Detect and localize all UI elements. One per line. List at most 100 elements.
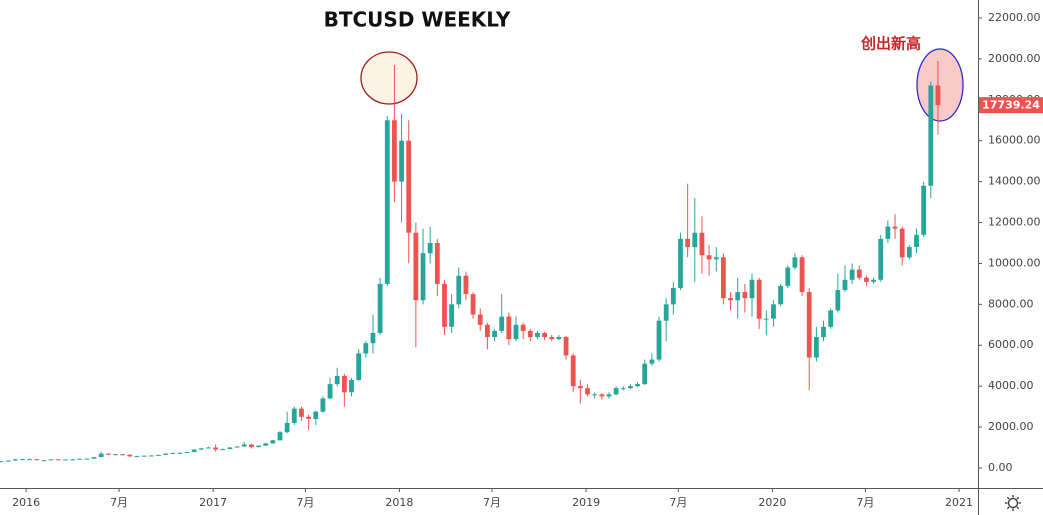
candle-body (27, 459, 33, 461)
x-tick-label: 2021 (945, 496, 973, 509)
candle-body (542, 332, 548, 338)
candle-body (513, 324, 519, 340)
candle-body (77, 458, 83, 460)
candle-body (327, 384, 333, 399)
candle-body (806, 292, 812, 358)
candle-body (642, 363, 648, 385)
candle-body (320, 398, 326, 412)
candle-body (113, 454, 118, 456)
candle-body (921, 185, 927, 235)
candle-body (91, 457, 97, 459)
candle-body (928, 85, 934, 186)
candle-body (213, 447, 219, 450)
candle-body (878, 238, 884, 280)
candle-body (685, 238, 691, 248)
y-tick-label: 0.00 (988, 461, 1013, 474)
candles (0, 60, 941, 463)
candle-body (442, 283, 447, 327)
peak-circle-2020 (916, 48, 964, 122)
candle-body (713, 257, 719, 260)
candle-body (778, 285, 784, 305)
candle-body (270, 440, 276, 444)
candle-body (563, 337, 569, 356)
candle-body (12, 459, 18, 461)
candle-body (70, 459, 75, 461)
candle-body (98, 453, 104, 458)
candle-body (313, 411, 319, 419)
settings-icon[interactable] (1005, 495, 1021, 511)
candle-body (427, 242, 433, 254)
candle-body (628, 386, 633, 389)
candle-body (156, 454, 161, 456)
candle-body (785, 267, 791, 286)
candle-body (670, 287, 676, 305)
candle-body (127, 454, 133, 457)
candle-body (263, 443, 269, 446)
peak-circle-2017 (360, 51, 418, 105)
candle-body (349, 380, 354, 393)
candle-body (792, 257, 798, 268)
candle-body (470, 294, 476, 315)
candle-body (935, 85, 941, 106)
y-tick-label: 8000.00 (988, 297, 1034, 310)
candle-body (813, 337, 819, 358)
candle-body (871, 279, 876, 282)
candle-body (699, 232, 705, 256)
candle-body (384, 120, 390, 284)
candle-body (849, 269, 855, 280)
candle-body (34, 459, 40, 461)
chart-title: BTCUSD WEEKLY (324, 8, 511, 32)
candle-body (234, 446, 240, 448)
candle-body (620, 388, 626, 390)
candle-body (706, 255, 712, 260)
candle-body (864, 277, 869, 282)
candle-body (141, 455, 147, 457)
x-tick-label: 7月 (856, 496, 874, 509)
candle-body (334, 375, 340, 385)
candle-body (613, 388, 619, 395)
x-tick-label: 7月 (669, 496, 687, 509)
x-tick-label: 7月 (110, 496, 128, 509)
candle-body (477, 314, 483, 325)
candle-body (277, 432, 283, 441)
candle-body (535, 332, 540, 338)
candle-body (492, 330, 497, 338)
candle-body (363, 343, 369, 354)
candle-body (577, 386, 583, 389)
candle-body (756, 279, 762, 319)
candle-body (356, 353, 362, 381)
candle-body (463, 275, 469, 295)
candle-body (771, 304, 776, 319)
x-tick-label: 2016 (12, 496, 40, 509)
candle-body (842, 279, 848, 291)
candle-body (456, 275, 462, 305)
candle-body (220, 449, 226, 451)
last-price-tag (979, 97, 1043, 114)
candle-body (635, 384, 640, 387)
candle-body (728, 298, 733, 301)
candle-body (256, 445, 261, 448)
x-tick-label: 2017 (199, 496, 227, 509)
candle-body (420, 253, 426, 301)
candle-body (5, 460, 11, 462)
candle-body (885, 226, 891, 239)
candle-body (906, 247, 912, 258)
candle-body (248, 444, 254, 448)
candle-body (413, 232, 419, 301)
candle-body (370, 332, 376, 344)
candle-body (406, 140, 412, 233)
last-price-label: 17739.24 (982, 99, 1040, 112)
y-tick-label: 12000.00 (988, 216, 1041, 229)
candle-body (856, 269, 862, 278)
candle-body (899, 228, 905, 258)
candle-body (592, 394, 598, 396)
candle-body (914, 234, 919, 248)
candle-body (606, 394, 612, 397)
candle-body (720, 257, 726, 299)
candle-body (41, 460, 47, 462)
candle-body (821, 326, 826, 338)
candle-body (341, 375, 347, 393)
